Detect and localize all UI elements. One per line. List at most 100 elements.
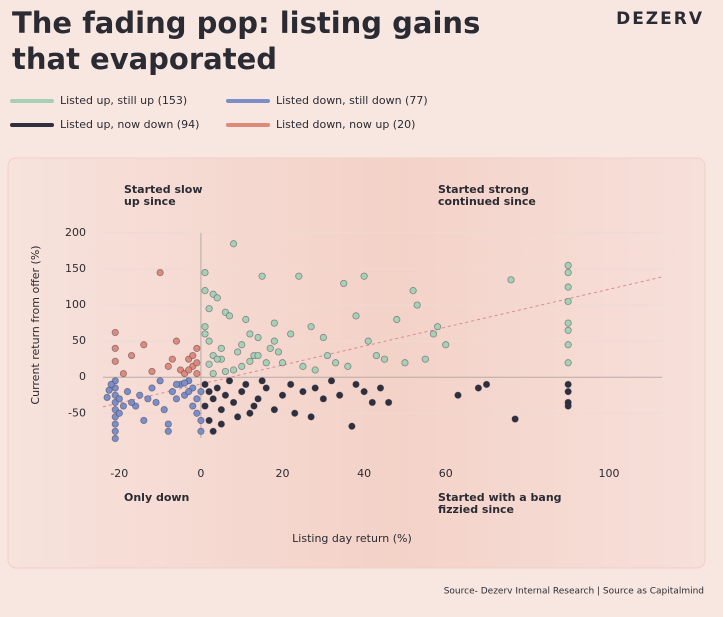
scatter-point <box>168 388 176 396</box>
source-note: Source- Dezerv Internal Research | Sourc… <box>444 587 704 597</box>
quadrant-label: Started with a bang <box>438 491 562 504</box>
scatter-point <box>270 406 278 414</box>
scatter-point <box>225 312 234 320</box>
scatter-point <box>229 240 238 248</box>
scatter-point <box>217 420 225 428</box>
scatter-point <box>103 393 111 401</box>
scatter-point <box>201 330 209 338</box>
y-tick-label: 0 <box>79 370 86 383</box>
scatter-point <box>136 391 144 399</box>
quadrant-label: Started slow <box>124 183 203 196</box>
scatter-point <box>217 344 225 352</box>
quadrant-label: up since <box>124 195 176 208</box>
scatter-point <box>164 362 172 370</box>
x-tick-label: 40 <box>357 467 371 480</box>
x-axis-label: Listing day return (%) <box>292 532 412 545</box>
scatter-point <box>270 337 278 345</box>
scatter-point <box>258 272 266 280</box>
scatter-point <box>201 402 209 410</box>
y-axis-label: Current return from offer (%) <box>29 245 42 404</box>
scatter-point <box>193 369 201 378</box>
quadrant-label: Started strong <box>438 183 529 196</box>
scatter-point <box>295 272 303 280</box>
scatter-point <box>205 416 213 425</box>
scatter-point <box>564 297 572 306</box>
x-tick-label: 0 <box>197 467 204 480</box>
scatter-point <box>299 388 307 396</box>
scatter-point <box>193 344 201 352</box>
scatter-point <box>127 398 136 407</box>
chart-title: The fading pop: listing gains <box>12 6 480 40</box>
scatter-point <box>380 355 389 363</box>
scatter-point <box>213 384 221 392</box>
scatter-point <box>197 416 205 425</box>
scatter-point <box>352 380 360 389</box>
scatter-point <box>234 413 242 421</box>
scatter-point <box>111 434 119 443</box>
scatter-point <box>474 384 482 392</box>
scatter-point <box>185 388 193 396</box>
scatter-point <box>189 402 197 410</box>
scatter-point <box>111 427 119 435</box>
scatter-point <box>172 380 181 389</box>
scatter-point <box>254 333 262 342</box>
scatter-point <box>144 395 152 403</box>
scatter-point <box>193 409 201 417</box>
scatter-point <box>278 391 287 399</box>
scatter-point <box>229 398 238 407</box>
scatter-point <box>181 379 189 387</box>
scatter-point <box>564 269 572 277</box>
scatter-point <box>287 380 295 389</box>
scatter-point <box>372 351 380 360</box>
scatter-point <box>140 341 148 349</box>
quadrant-label: fizzied since <box>438 503 514 516</box>
scatter-point <box>352 312 360 320</box>
scatter-point <box>368 398 376 407</box>
scatter-point <box>111 328 119 337</box>
scatter-point <box>278 359 287 367</box>
scatter-point <box>319 333 327 342</box>
scatter-point <box>327 377 336 385</box>
scatter-point <box>421 355 429 363</box>
scatter-point <box>564 283 572 291</box>
scatter-point <box>246 357 254 365</box>
scatter-point <box>234 348 242 356</box>
scatter-point <box>507 276 515 284</box>
scatter-point <box>564 261 572 269</box>
x-tick-label: -20 <box>110 467 128 480</box>
scatter-point <box>254 395 262 403</box>
scatter-point <box>193 359 201 367</box>
scatter-point <box>185 366 193 374</box>
scatter-point <box>287 330 295 338</box>
y-tick-label: 200 <box>65 226 86 239</box>
scatter-point <box>172 395 181 403</box>
scatter-point <box>433 323 442 331</box>
scatter-point <box>217 406 225 414</box>
scatter-point <box>148 367 156 376</box>
scatter-point <box>123 388 132 396</box>
panel <box>7 157 706 569</box>
scatter-point <box>311 366 319 374</box>
scatter-point <box>205 337 213 345</box>
y-tick-label: 50 <box>72 334 86 347</box>
x-tick-label: 60 <box>439 467 453 480</box>
scatter-point <box>340 279 348 288</box>
y-tick-label: 150 <box>65 262 86 275</box>
scatter-point <box>344 362 352 370</box>
scatter-point <box>168 355 176 363</box>
scatter-point <box>197 427 205 435</box>
scatter-point <box>213 355 221 363</box>
legend-label: Listed up, still up (153) <box>60 94 187 107</box>
scatter-point <box>201 269 209 277</box>
scatter-point <box>250 402 258 410</box>
scatter-point <box>119 402 128 410</box>
scatter-point <box>564 359 572 367</box>
scatter-point <box>111 420 119 428</box>
scatter-point <box>336 391 344 399</box>
scatter-point <box>323 351 332 360</box>
scatter-point <box>364 337 372 345</box>
scatter-point <box>242 380 250 389</box>
scatter-point <box>307 413 315 421</box>
scatter-point <box>307 323 315 331</box>
